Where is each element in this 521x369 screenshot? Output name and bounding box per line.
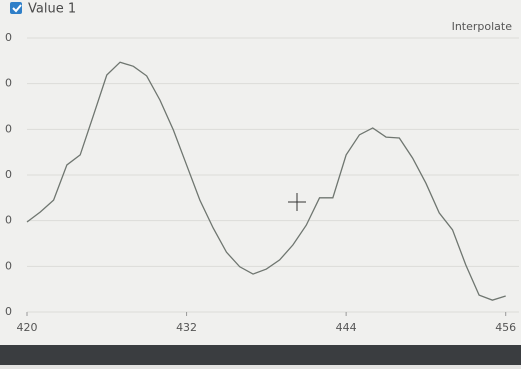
- legend-label: Value 1: [28, 2, 76, 17]
- y-tick-label: 0: [5, 31, 12, 44]
- y-tick-label: 0: [5, 214, 12, 227]
- y-tick-label: 0: [5, 305, 12, 318]
- x-tick-label: 456: [495, 321, 516, 334]
- plotter: Value 1 Interpolate 0 0 0 0 0 0 0 420 432 444 456: [0, 0, 521, 365]
- x-tick-label: 420: [17, 321, 38, 334]
- y-tick-label: 0: [5, 168, 12, 181]
- plot-background: [0, 0, 521, 345]
- y-tick-label: 0: [5, 122, 12, 135]
- x-tick-label: 432: [176, 321, 197, 334]
- x-tick-label: 444: [336, 321, 357, 334]
- y-tick-label: 0: [5, 259, 12, 272]
- interpolate-label[interactable]: Interpolate: [452, 20, 513, 33]
- y-tick-label: 0: [5, 77, 12, 90]
- bottom-bar: [0, 345, 521, 365]
